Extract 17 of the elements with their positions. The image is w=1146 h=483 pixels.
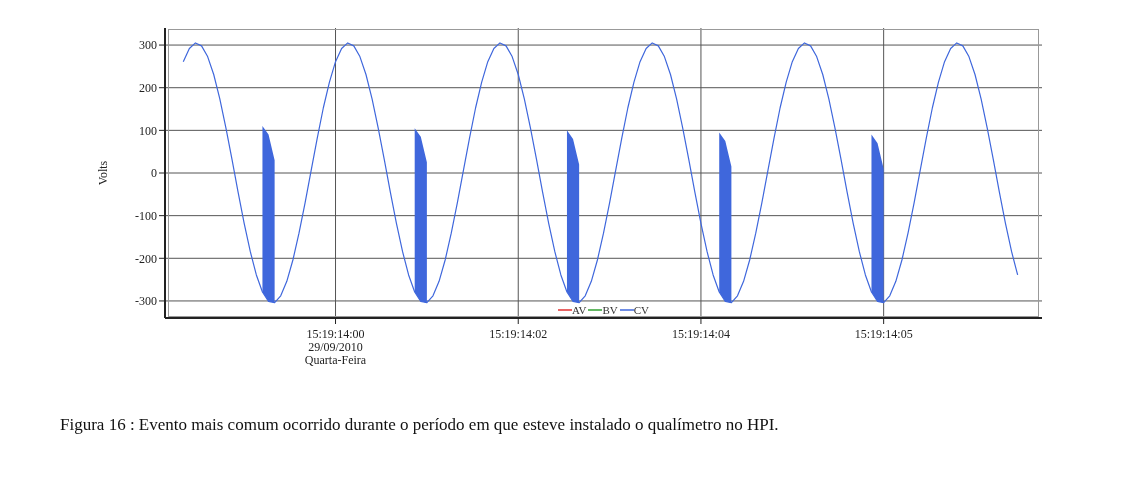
y-tick-label: 100 [139, 123, 157, 138]
legend-label: AV [571, 304, 587, 316]
x-tick-label: 15:19:14:02 [489, 327, 548, 341]
y-tick-label: 300 [139, 38, 157, 53]
legend-label: CV [633, 304, 650, 316]
y-axis-title: Volts [96, 160, 111, 186]
text: Figura 16 : Evento mais comum ocorrido durante o período em que esteve instalado o qualímetro no HPI. [59, 414, 780, 436]
y-tick-label: -100 [135, 208, 157, 223]
x-tick-label: 15:19:14:00 29/09/2010 Quarta-Feira [304, 327, 367, 367]
y-tick-label: -300 [135, 294, 157, 309]
y-tick-label: 0 [151, 166, 157, 181]
y-tick-label: 200 [139, 80, 157, 95]
legend-label: BV [602, 304, 618, 316]
x-tick-label: 15:19:14:05 [854, 327, 913, 341]
y-tick-label: -200 [135, 251, 157, 266]
line-series [182, 42, 1019, 304]
x-tick-label: 15:19:14:04 [671, 327, 730, 341]
